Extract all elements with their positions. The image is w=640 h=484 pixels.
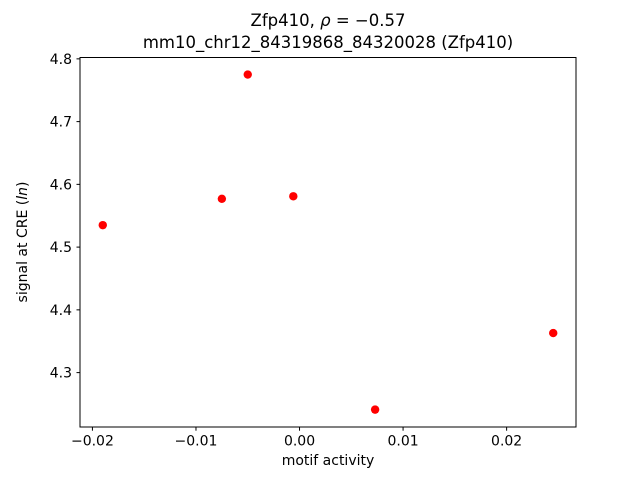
data-point [549, 328, 558, 338]
chart-title: Zfp410, ρ = −0.57 [251, 11, 406, 30]
x-tick-label: 0.01 [387, 434, 418, 450]
chart-title-suffix: = −0.57 [331, 11, 406, 30]
chart-subtitle: mm10_chr12_84319868_84320028 (Zfp410) [143, 33, 513, 53]
y-axis-label-suffix: ) [15, 182, 31, 187]
rho-symbol: ρ [320, 11, 331, 30]
y-tick-label: 4.7 [50, 115, 72, 131]
y-axis-label-prefix: signal at CRE ( [15, 200, 31, 303]
x-tick-label: 0.00 [284, 434, 315, 450]
x-tick-label: 0.02 [491, 434, 522, 450]
x-tick-label: −0.02 [71, 434, 114, 450]
y-axis-label: signal at CRE (ln) [15, 182, 31, 303]
x-tick-label: −0.01 [175, 434, 218, 450]
plot-area: −0.02 −0.01 0.00 0.01 0.02 4.3 4.4 4.5 4.6 4.7 4.8 [50, 52, 577, 450]
y-tick-label: 4.4 [50, 303, 72, 319]
data-point [370, 405, 380, 414]
axes-frame [79, 57, 577, 428]
y-tick-label: 4.8 [50, 52, 72, 68]
chart-title-prefix: Zfp410, [251, 11, 321, 30]
x-axis-label: motif activity [282, 453, 375, 469]
y-tick-label: 4.5 [50, 240, 72, 256]
data-point [243, 70, 252, 79]
y-tick-label: 4.6 [50, 177, 72, 193]
y-tick-label: 4.3 [50, 366, 72, 382]
data-point [289, 192, 298, 201]
data-point [217, 194, 227, 203]
data-point [98, 220, 107, 230]
y-axis-label-italic: ln [15, 187, 31, 200]
